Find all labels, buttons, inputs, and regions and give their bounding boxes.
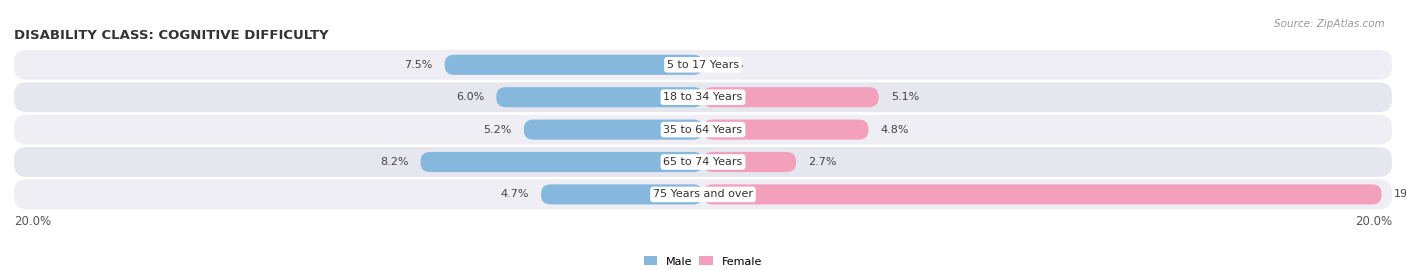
Text: 20.0%: 20.0% <box>14 215 51 228</box>
Text: DISABILITY CLASS: COGNITIVE DIFFICULTY: DISABILITY CLASS: COGNITIVE DIFFICULTY <box>14 29 329 42</box>
FancyBboxPatch shape <box>703 184 1382 204</box>
Text: 4.7%: 4.7% <box>501 189 529 200</box>
Legend: Male, Female: Male, Female <box>644 256 762 266</box>
Text: 35 to 64 Years: 35 to 64 Years <box>664 124 742 135</box>
FancyBboxPatch shape <box>703 87 879 107</box>
FancyBboxPatch shape <box>14 180 1392 209</box>
FancyBboxPatch shape <box>524 120 703 140</box>
FancyBboxPatch shape <box>14 82 1392 112</box>
Text: 4.8%: 4.8% <box>880 124 908 135</box>
Text: 20.0%: 20.0% <box>1355 215 1392 228</box>
Text: Source: ZipAtlas.com: Source: ZipAtlas.com <box>1274 19 1385 29</box>
FancyBboxPatch shape <box>14 115 1392 144</box>
FancyBboxPatch shape <box>14 147 1392 177</box>
Text: 0.0%: 0.0% <box>716 60 744 70</box>
FancyBboxPatch shape <box>14 50 1392 80</box>
Text: 19.7%: 19.7% <box>1393 189 1406 200</box>
Text: 2.7%: 2.7% <box>808 157 837 167</box>
FancyBboxPatch shape <box>496 87 703 107</box>
Text: 5.2%: 5.2% <box>484 124 512 135</box>
Text: 75 Years and over: 75 Years and over <box>652 189 754 200</box>
FancyBboxPatch shape <box>420 152 703 172</box>
Text: 18 to 34 Years: 18 to 34 Years <box>664 92 742 102</box>
FancyBboxPatch shape <box>444 55 703 75</box>
Text: 65 to 74 Years: 65 to 74 Years <box>664 157 742 167</box>
Text: 5.1%: 5.1% <box>891 92 920 102</box>
Text: 5 to 17 Years: 5 to 17 Years <box>666 60 740 70</box>
Text: 7.5%: 7.5% <box>404 60 433 70</box>
Text: 6.0%: 6.0% <box>456 92 484 102</box>
FancyBboxPatch shape <box>703 152 796 172</box>
FancyBboxPatch shape <box>541 184 703 204</box>
FancyBboxPatch shape <box>703 120 869 140</box>
Text: 8.2%: 8.2% <box>380 157 409 167</box>
